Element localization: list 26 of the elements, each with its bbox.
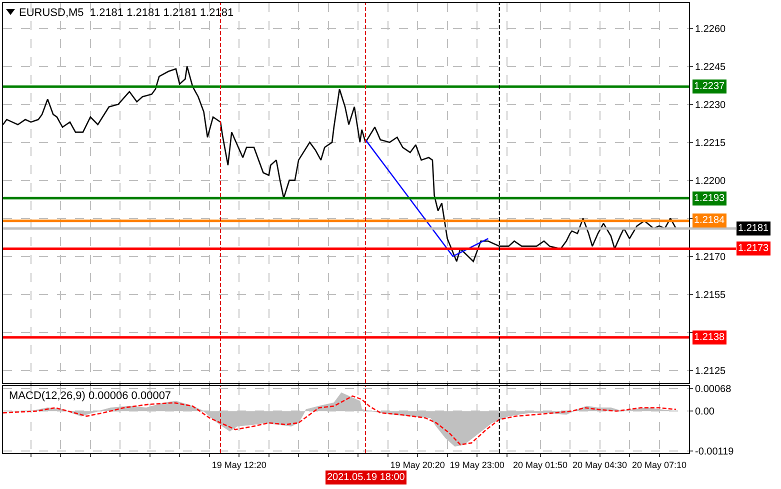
y-tick-label: 1.2200 <box>695 176 726 187</box>
x-tick-label: 20 May 07:10 <box>632 460 687 470</box>
x-tick-label: 19 May 23:00 <box>450 460 504 470</box>
chart-title: MACD(12,26,9) 0.00006 0.00007 <box>9 390 172 402</box>
y-tick-label: 1.2260 <box>695 24 726 35</box>
x-tick-label: 20 May 01:50 <box>512 460 568 470</box>
y-tick-label: 1.2215 <box>695 138 726 149</box>
y-tick-label: 0.00068 <box>695 384 732 395</box>
chart-title: EURUSD,M5 1.2181 1.2181 1.2181 1.2181 <box>19 7 234 19</box>
x-tick-label: 19 May 20:20 <box>390 460 445 470</box>
ref-line-label: 2021.05.19 18:00 <box>327 472 406 483</box>
ref-line-label: 1.2181 <box>738 223 770 234</box>
ref-line-label: 1.2138 <box>694 332 726 343</box>
y-tick-label: 1.2170 <box>695 252 726 263</box>
x-tick-label: 19 May 12:20 <box>212 460 266 470</box>
y-tick-label: -0.00119 <box>695 446 734 458</box>
ref-line-label: 1.2173 <box>738 243 770 254</box>
ref-line-label: 1.2193 <box>694 193 726 204</box>
y-tick-label: 1.2125 <box>695 366 726 377</box>
ref-line-label: 1.2184 <box>694 215 726 226</box>
ref-line-label: 1.2237 <box>694 81 726 92</box>
y-tick-label: 1.2245 <box>695 62 726 73</box>
y-tick-label: 1.2155 <box>695 290 726 301</box>
y-tick-label: 1.2230 <box>695 100 726 111</box>
y-tick-label: 0.00 <box>695 406 715 418</box>
x-tick-label: 20 May 04:30 <box>572 460 628 470</box>
